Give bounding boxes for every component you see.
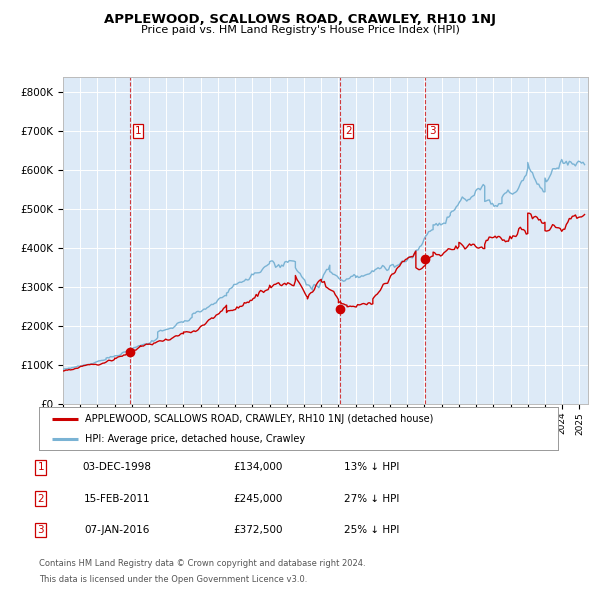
Text: APPLEWOOD, SCALLOWS ROAD, CRAWLEY, RH10 1NJ (detached house): APPLEWOOD, SCALLOWS ROAD, CRAWLEY, RH10 …: [85, 414, 433, 424]
Text: 07-JAN-2016: 07-JAN-2016: [85, 525, 149, 535]
Text: 2: 2: [37, 494, 44, 503]
Text: £134,000: £134,000: [233, 463, 283, 472]
Text: £245,000: £245,000: [233, 494, 283, 503]
Text: Contains HM Land Registry data © Crown copyright and database right 2024.: Contains HM Land Registry data © Crown c…: [39, 559, 365, 568]
Text: This data is licensed under the Open Government Licence v3.0.: This data is licensed under the Open Gov…: [39, 575, 307, 584]
Text: 27% ↓ HPI: 27% ↓ HPI: [344, 494, 400, 503]
Text: 03-DEC-1998: 03-DEC-1998: [83, 463, 151, 472]
Text: APPLEWOOD, SCALLOWS ROAD, CRAWLEY, RH10 1NJ: APPLEWOOD, SCALLOWS ROAD, CRAWLEY, RH10 …: [104, 13, 496, 26]
Text: 1: 1: [135, 126, 142, 136]
Text: £372,500: £372,500: [233, 525, 283, 535]
Text: 2: 2: [345, 126, 352, 136]
Text: 3: 3: [37, 525, 44, 535]
Text: 25% ↓ HPI: 25% ↓ HPI: [344, 525, 400, 535]
Text: 1: 1: [37, 463, 44, 472]
Text: 3: 3: [429, 126, 436, 136]
Text: HPI: Average price, detached house, Crawley: HPI: Average price, detached house, Craw…: [85, 434, 305, 444]
Text: 13% ↓ HPI: 13% ↓ HPI: [344, 463, 400, 472]
Text: Price paid vs. HM Land Registry's House Price Index (HPI): Price paid vs. HM Land Registry's House …: [140, 25, 460, 35]
Text: 15-FEB-2011: 15-FEB-2011: [83, 494, 151, 503]
